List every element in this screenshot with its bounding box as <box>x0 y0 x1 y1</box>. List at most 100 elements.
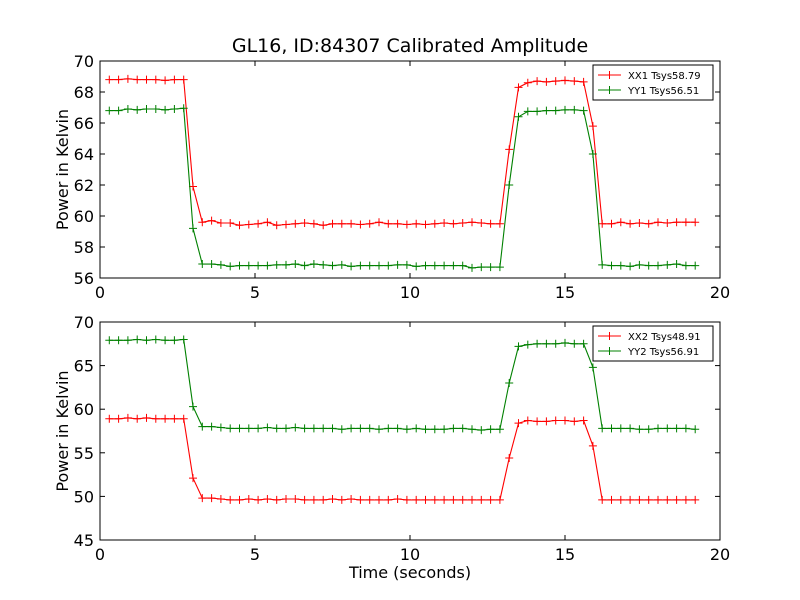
bottom-data-point <box>272 424 281 433</box>
bottom-data-point <box>393 424 402 433</box>
top-data-point <box>291 219 300 228</box>
top-legend-item: YY1 Tsys56.51 <box>598 86 699 97</box>
bottom-y-tick-label: 45 <box>74 531 94 550</box>
top-data-point <box>161 105 170 114</box>
top-data-point <box>263 261 272 270</box>
bottom-data-point <box>114 414 123 423</box>
bottom-data-point <box>468 425 476 434</box>
bottom-data-point <box>551 339 560 348</box>
top-data-point <box>365 261 374 270</box>
bottom-data-point <box>533 417 542 426</box>
top-data-point <box>309 219 318 228</box>
bottom-data-point <box>272 495 281 504</box>
bottom-data-point <box>244 495 253 504</box>
bottom-data-point <box>626 424 635 433</box>
bottom-data-point <box>681 424 690 433</box>
bottom-data-point <box>123 413 132 422</box>
top-data-point <box>421 261 430 270</box>
top-data-point <box>681 261 690 270</box>
bottom-data-point <box>328 495 337 504</box>
top-data-point <box>198 218 207 227</box>
top-data-point <box>477 218 486 227</box>
bottom-x-tick-label: 10 <box>400 545 420 564</box>
bottom-data-point <box>170 336 179 345</box>
top-data-point <box>635 260 644 269</box>
bottom-series-line <box>109 417 696 501</box>
top-data-point <box>523 78 532 87</box>
bottom-data-point <box>672 424 681 433</box>
top-y-tick-label: 64 <box>74 145 94 164</box>
bottom-data-point <box>244 424 253 433</box>
top-data-point <box>375 218 383 227</box>
top-data-point <box>170 75 179 84</box>
top-x-tick-label: 20 <box>710 283 730 302</box>
top-data-point <box>133 75 142 84</box>
bottom-data-point <box>309 424 318 433</box>
top-legend: XX1 Tsys58.79 YY1 Tsys56.51 <box>592 64 714 101</box>
bottom-panel: 0 5 10 15 20 45 50 55 60 65 70 Power in Kelvin XX2 T… <box>53 313 730 564</box>
top-data-point <box>561 105 569 114</box>
bottom-data-point <box>207 422 216 431</box>
bottom-data-point <box>654 424 662 433</box>
top-data-point <box>495 263 504 272</box>
top-data-point <box>588 122 597 131</box>
top-data-point <box>672 260 681 269</box>
bottom-data-point <box>226 424 235 433</box>
top-panel: 0 5 10 15 20 56 58 60 62 64 66 68 70 Power in Kelvin X… <box>53 52 730 302</box>
top-data-point <box>421 220 430 229</box>
bottom-data-point <box>644 495 653 504</box>
bottom-data-point <box>691 425 700 434</box>
top-data-point <box>272 221 281 230</box>
bottom-data-point <box>616 495 625 504</box>
top-data-point <box>514 112 523 121</box>
top-data-point <box>579 106 588 115</box>
top-data-point <box>235 261 244 270</box>
bottom-data-point <box>616 424 625 433</box>
top-data-point <box>337 219 346 228</box>
bottom-data-point <box>402 495 411 504</box>
top-data-point <box>616 261 625 270</box>
top-data-point <box>654 218 662 227</box>
bottom-data-point <box>161 336 170 345</box>
top-data-point <box>542 77 551 86</box>
top-series-line <box>109 107 696 269</box>
top-data-point <box>598 219 607 228</box>
bottom-data-point <box>105 336 114 345</box>
bottom-data-point <box>551 416 560 425</box>
bottom-data-point <box>430 425 439 434</box>
bottom-data-point <box>495 425 504 434</box>
bottom-data-point <box>347 495 356 504</box>
top-x-tick-label: 10 <box>400 283 420 302</box>
bottom-data-point <box>542 417 551 426</box>
bottom-data-point <box>179 335 188 344</box>
top-data-point <box>579 77 588 86</box>
top-data-point <box>691 218 700 227</box>
bottom-data-point <box>626 495 635 504</box>
top-data-point <box>449 219 458 228</box>
top-data-point <box>663 218 672 227</box>
top-data-point <box>244 261 253 270</box>
bottom-data-point <box>226 495 235 504</box>
bottom-data-point <box>393 495 402 504</box>
bottom-data-point <box>263 423 272 432</box>
bottom-data-point <box>319 495 328 504</box>
bottom-data-point <box>179 414 188 423</box>
bottom-data-point <box>151 414 160 423</box>
top-data-point <box>226 262 235 271</box>
top-data-point <box>430 261 439 270</box>
x-axis-label: Time (seconds) <box>348 563 471 582</box>
bottom-data-point <box>216 423 225 432</box>
top-data-point <box>216 218 225 227</box>
top-data-point <box>393 260 402 269</box>
top-series-2 <box>105 104 700 272</box>
top-data-point <box>300 261 309 270</box>
top-data-point <box>179 104 188 113</box>
top-data-point <box>123 105 132 114</box>
top-y-tick-label: 56 <box>74 269 94 288</box>
bottom-data-point <box>198 422 207 431</box>
top-y-tick-label: 60 <box>74 207 94 226</box>
bottom-legend-marker <box>605 332 614 340</box>
top-data-point <box>216 260 225 269</box>
top-data-point <box>189 182 197 191</box>
bottom-data-point <box>654 495 662 504</box>
